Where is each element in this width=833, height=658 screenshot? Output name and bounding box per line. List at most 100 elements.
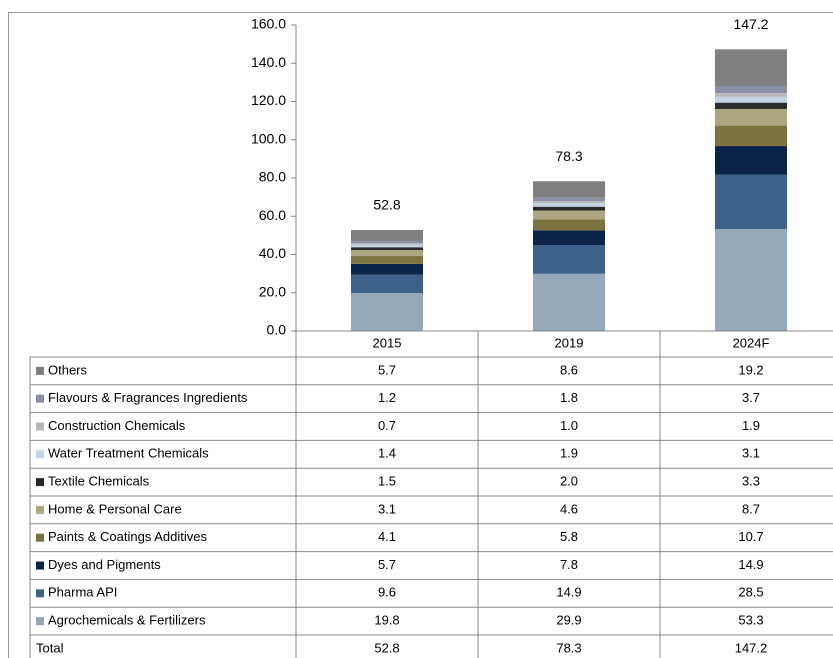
legend-label: Dyes and Pigments <box>48 557 161 572</box>
table-value: 5.7 <box>378 362 396 377</box>
table-value: 19.2 <box>738 362 763 377</box>
x-tick-label: 2015 <box>373 335 402 350</box>
bar-segment <box>351 247 423 251</box>
bar-segment <box>715 102 787 109</box>
table-value: 1.5 <box>378 474 396 489</box>
bar-segment <box>715 96 787 103</box>
legend-label: Paints & Coatings Additives <box>48 529 207 544</box>
table-value: 29.9 <box>556 613 581 628</box>
y-tick-label: 20.0 <box>259 283 286 299</box>
x-tick-label: 2024F <box>733 335 770 350</box>
table-value: 2.0 <box>560 474 578 489</box>
table-value: 3.1 <box>742 446 760 461</box>
bar-segment <box>533 245 605 274</box>
table-value: 53.3 <box>738 613 763 628</box>
legend-swatch <box>36 505 44 514</box>
frame <box>8 12 833 658</box>
table-value: 1.9 <box>742 418 760 433</box>
table-value: 3.1 <box>378 501 396 516</box>
table-value: 8.7 <box>742 501 760 516</box>
table-value: 7.8 <box>560 557 578 572</box>
table-value: 5.7 <box>378 557 396 572</box>
legend-label: Others <box>48 362 88 377</box>
bar-segment <box>351 240 423 244</box>
bar-segment <box>533 206 605 211</box>
bar-segment <box>533 203 605 207</box>
table-value: 1.4 <box>378 446 396 461</box>
bar-segment <box>351 293 423 331</box>
legend-swatch <box>36 617 44 626</box>
total-label: 147.2 <box>733 16 768 32</box>
y-tick-label: 120.0 <box>251 92 286 108</box>
table-value: 4.6 <box>560 501 578 516</box>
table-value: 3.3 <box>742 474 760 489</box>
legend-swatch <box>36 478 44 487</box>
legend-label: Home & Personal Care <box>48 501 182 516</box>
legend-label: Flavours & Fragrances Ingredients <box>48 390 248 405</box>
bar-segment <box>351 256 423 264</box>
bar-segment <box>351 230 423 241</box>
bar-segment <box>351 244 423 248</box>
y-tick-label: 80.0 <box>259 169 286 185</box>
y-tick-label: 160.0 <box>251 16 286 32</box>
table-value: 14.9 <box>738 557 763 572</box>
table-value: 19.8 <box>374 613 399 628</box>
total-label: 78.3 <box>555 148 582 164</box>
legend-label: Agrochemicals & Fertilizers <box>48 613 206 628</box>
bar-segment <box>533 197 605 202</box>
legend-swatch <box>36 450 44 459</box>
bar-segment <box>533 219 605 231</box>
bar-segment <box>351 274 423 294</box>
table-value: 1.2 <box>378 390 396 405</box>
table-value: 8.6 <box>560 362 578 377</box>
table-value: 14.9 <box>556 585 581 600</box>
bar-segment <box>351 263 423 275</box>
bar-segment <box>533 273 605 331</box>
table-value: 1.0 <box>560 418 578 433</box>
y-tick-label: 40.0 <box>259 245 286 261</box>
table-value: 10.7 <box>738 529 763 544</box>
table-value: 1.8 <box>560 390 578 405</box>
legend-swatch <box>36 422 44 431</box>
legend-swatch <box>36 394 44 403</box>
bar-segment <box>533 181 605 198</box>
table-value: 0.7 <box>378 418 396 433</box>
table-value: 28.5 <box>738 585 763 600</box>
table-total: 147.2 <box>735 640 768 655</box>
bar-segment <box>715 125 787 147</box>
x-tick-label: 2019 <box>555 335 584 350</box>
total-row-label: Total <box>36 640 64 655</box>
bar-segment <box>715 174 787 230</box>
y-tick-label: 60.0 <box>259 207 286 223</box>
bar-segment <box>533 230 605 246</box>
bar-segment <box>715 146 787 175</box>
table-value: 3.7 <box>742 390 760 405</box>
bar-segment <box>715 108 787 126</box>
legend-swatch <box>36 589 44 598</box>
bar-segment <box>351 243 423 245</box>
bar-segment <box>533 201 605 204</box>
table-value: 9.6 <box>378 585 396 600</box>
bar-segment <box>715 229 787 331</box>
legend-swatch <box>36 561 44 570</box>
bar-segment <box>715 93 787 97</box>
legend-swatch <box>36 366 44 375</box>
y-tick-label: 0.0 <box>267 322 287 338</box>
y-tick-label: 140.0 <box>251 54 286 70</box>
table-value: 4.1 <box>378 529 396 544</box>
total-label: 52.8 <box>373 197 400 213</box>
table-total: 78.3 <box>556 640 581 655</box>
bar-segment <box>715 86 787 94</box>
table-total: 52.8 <box>374 640 399 655</box>
y-tick-label: 100.0 <box>251 130 286 146</box>
bar-segment <box>351 250 423 257</box>
bar-segment <box>715 49 787 87</box>
table-value: 1.9 <box>560 446 578 461</box>
table-value: 5.8 <box>560 529 578 544</box>
legend-swatch <box>36 533 44 542</box>
legend-label: Construction Chemicals <box>48 418 186 433</box>
legend-label: Pharma API <box>48 585 117 600</box>
legend-label: Water Treatment Chemicals <box>48 446 209 461</box>
legend-label: Textile Chemicals <box>48 474 150 489</box>
